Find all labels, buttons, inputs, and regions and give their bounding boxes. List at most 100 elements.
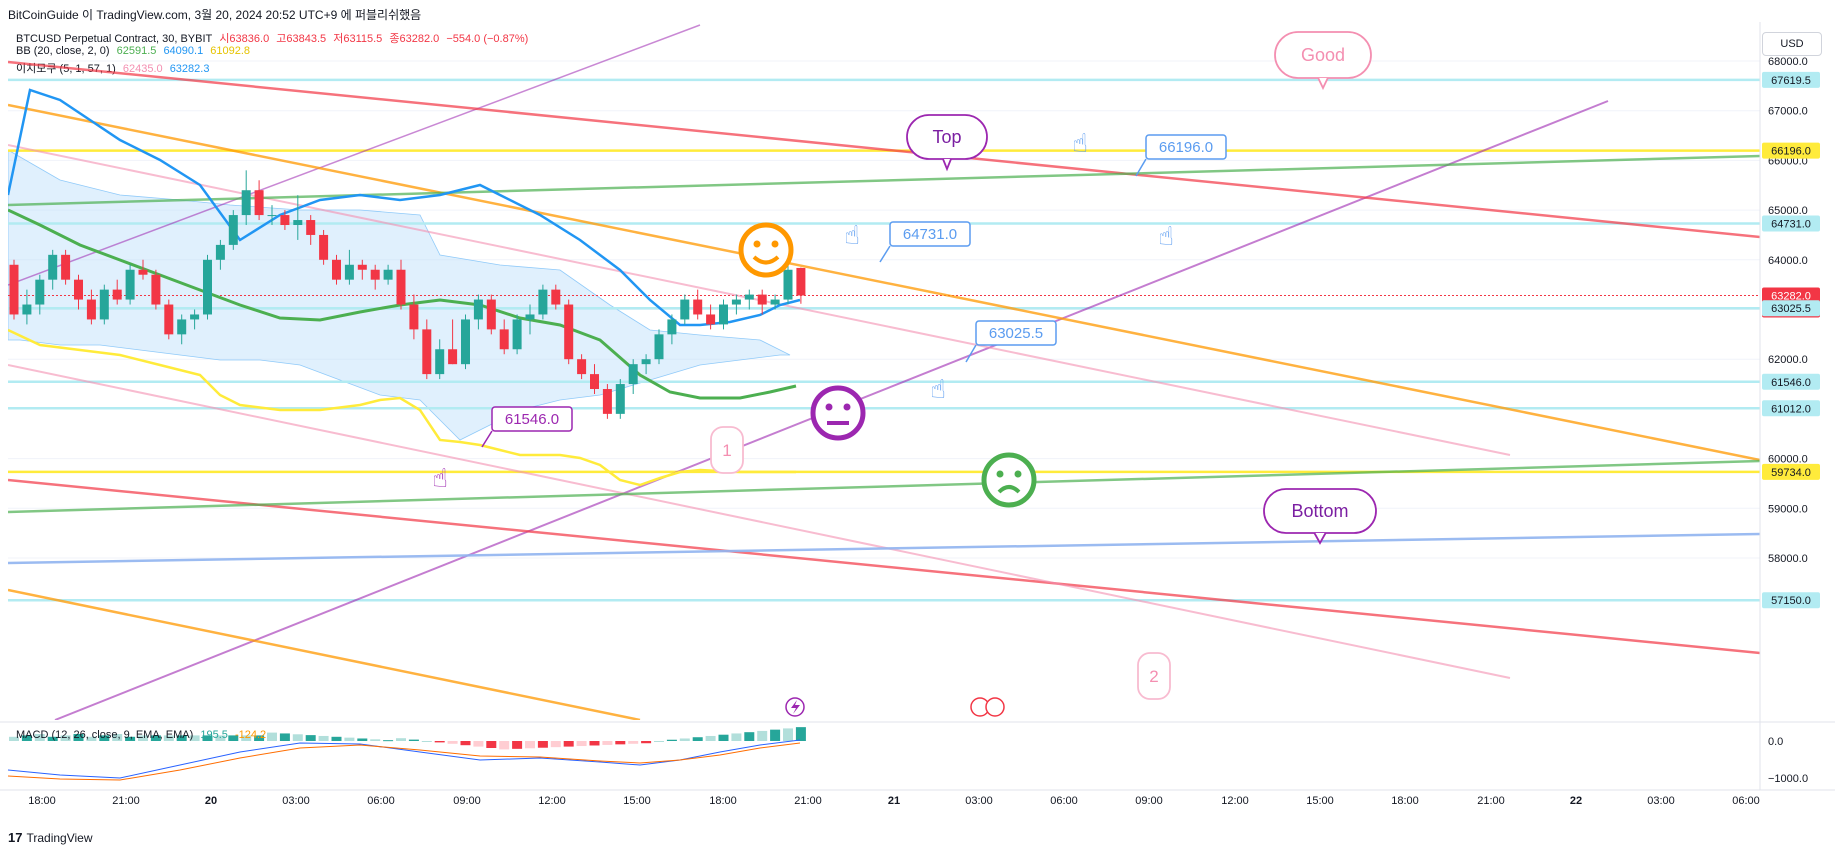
macd-histogram-bar [525,741,535,749]
price-tag: 59734.0 [1762,463,1820,480]
marker-2-text: 2 [1149,667,1158,686]
x-tick-label: 22 [1570,795,1582,807]
candle-down [164,304,174,335]
trend-line [8,60,1760,239]
label-64731-text: 64731.0 [903,226,957,243]
macd-histogram-bar [215,735,226,741]
time-axis[interactable]: 18:00 21:00 20 03:00 06:00 09:00 12:00 15:00 18:… [0,789,1835,807]
candle-up [731,299,741,305]
smile-face-icon-eye-right [771,240,779,248]
brand-name[interactable]: TradingView [26,830,93,845]
macd-histogram-bar [344,737,355,741]
candle-down [86,299,96,320]
top-bubble-text: Top [932,127,961,147]
price-tag-text: 67619.5 [1771,75,1811,87]
marker-2-shape [1137,652,1171,700]
candle-down [706,314,716,325]
ohlc-close: 종63282.0 [389,33,440,45]
macd-histogram-bar [47,736,58,741]
macd-histogram-bar [705,735,716,741]
macd-histogram-bar [550,741,561,748]
ohlc-low: 저63115.5 [333,33,383,45]
hand-pointer-icon: ☝ [930,374,946,404]
x-tick-label: 18:00 [709,795,737,807]
macd-histogram-bar [292,734,303,741]
x-tick-label: 06:00 [1050,795,1078,807]
candle-down [254,190,264,216]
macd-legend[interactable]: MACD (12, 26, close, 9, EMA, EMA) 195.5 … [16,729,270,741]
candle-down [319,234,329,260]
macd-histogram-bar [318,735,329,741]
price-tag-text: 63025.5 [1771,303,1811,315]
marker-1-shape [710,426,744,474]
macd-signal-line [7,742,801,781]
good-bubble-text: Good [1301,45,1345,65]
candle-up [615,384,625,414]
macd-histogram-bar [305,735,316,741]
macd-histogram-bar [99,735,110,741]
bb-name: BB (20, close, 2, 0) [16,45,110,57]
candle-up [190,314,200,320]
macd-name: MACD (12, 26, close, 9, EMA, EMA) [16,729,194,741]
ichimoku-value-1: 62435.0 [122,63,163,75]
symbol-name[interactable]: BTCUSD Perpetual Contract, 30, BYBIT [16,33,213,45]
macd-histogram-bar [744,732,755,741]
price-tag-box [1762,71,1820,88]
label-61546-text: 61546.0 [505,411,559,428]
candle-down [332,259,341,280]
candle-down [409,304,419,330]
candle-up [680,299,690,320]
macd-histogram-bar [537,741,548,748]
y-tick-label: 64000.0 [1768,255,1808,267]
macd-histogram-bar [241,735,252,741]
bottom-bubble-tail [1313,532,1327,545]
macd-tick-label: −1000.0 [1768,773,1808,785]
trend-line [8,532,1760,565]
lightning-glyph [791,700,800,714]
macd-histogram-bar [447,741,458,744]
ohlc-high: 고63843.5 [276,33,327,45]
trend-line [8,103,1760,462]
trend-line [8,24,701,286]
price-tag: 67619.5 [1762,71,1820,88]
bb-legend[interactable]: BB (20, close, 2, 0) 62591.5 64090.1 610… [16,45,254,57]
price-tag-box [1762,142,1820,159]
macd-histogram-bar [602,741,613,745]
candle-up [99,289,109,320]
macd-histogram-bar [150,735,161,741]
macd-histogram-bar [228,735,239,741]
candle-down [499,329,509,350]
price-tag: 57150.0 [1762,592,1820,609]
macd-histogram-bar [641,741,652,744]
macd-histogram-bar [279,733,290,741]
bb-basis-value: 62591.5 [116,45,157,57]
price-axis[interactable]: 68000.067000.066000.065000.064000.063000… [1759,22,1820,790]
candle-down [61,254,71,280]
price-tag-text: 59734.0 [1771,467,1811,479]
y-tick-label: 60000.0 [1768,454,1808,466]
symbol-legend: BTCUSD Perpetual Contract, 30, BYBIT 시63… [16,30,532,46]
macd-histogram-bar [666,739,677,741]
x-tick-label: 06:00 [367,795,395,807]
macd-histogram-bar [589,741,600,746]
annotations: Good Top Bottom 66196.0 64731.0 63025.5 61546.… [432,31,1377,717]
price-tag-box [1762,373,1820,390]
bb-upper-value: 64090.1 [163,45,204,57]
x-tick-label: 12:00 [1221,795,1249,807]
smile-face-icon-eye-left [753,240,761,248]
macd-histogram-bar [163,735,174,741]
candle-down [796,267,806,296]
candle-up [125,269,135,300]
candle-down [357,264,367,270]
trend-line [8,364,1511,679]
macd-value-2: -124.2 [234,729,267,741]
bottom-bubble: Bottom [1263,488,1377,545]
macd-histogram-bar [125,736,136,741]
macd-histogram-bar [770,729,781,741]
smile-face-icon-mouth [752,255,780,265]
currency-button[interactable]: USD [1762,32,1822,56]
macd-histogram-bar [383,740,394,742]
label-64731: 64731.0 [889,221,971,247]
confused-face-icon-mouth [997,485,1021,494]
